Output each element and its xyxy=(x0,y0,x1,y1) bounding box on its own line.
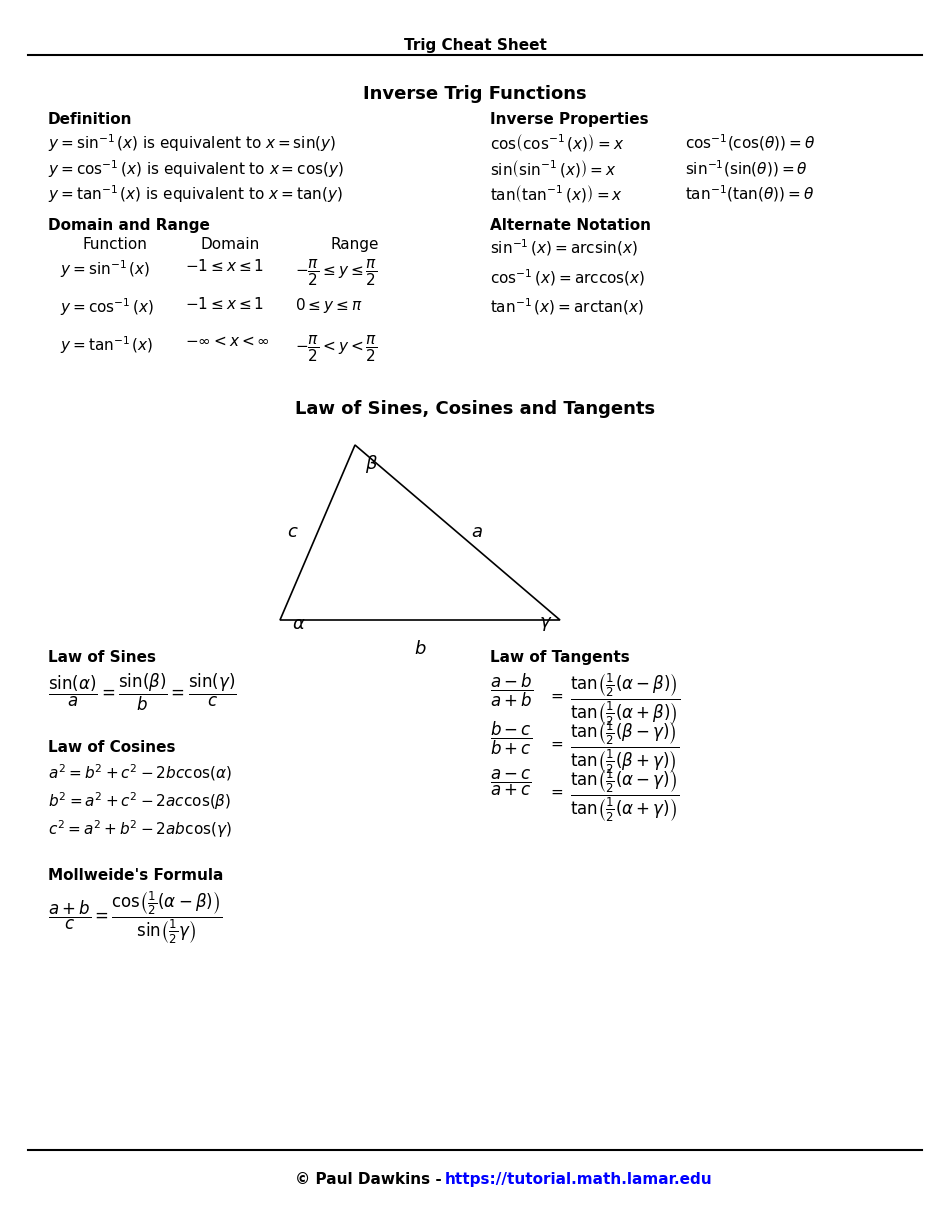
Text: Alternate Notation: Alternate Notation xyxy=(490,218,651,232)
Text: $\dfrac{\tan\!\left(\frac{1}{2}(\alpha-\beta)\right)}{\tan\!\left(\frac{1}{2}(\a: $\dfrac{\tan\!\left(\frac{1}{2}(\alpha-\… xyxy=(570,672,680,728)
Text: $y = \sin^{-1}(x)$ is equivalent to $x = \sin(y)$: $y = \sin^{-1}(x)$ is equivalent to $x =… xyxy=(48,132,336,154)
Text: $y = \cos^{-1}(x)$ is equivalent to $x = \cos(y)$: $y = \cos^{-1}(x)$ is equivalent to $x =… xyxy=(48,157,344,180)
Text: $\tan^{-1}\!\left(\tan(\theta)\right) = \theta$: $\tan^{-1}\!\left(\tan(\theta)\right) = … xyxy=(685,183,814,204)
Text: Law of Cosines: Law of Cosines xyxy=(48,740,176,755)
Text: $-1 \leq x \leq 1$: $-1 \leq x \leq 1$ xyxy=(185,296,264,312)
Text: $\cos^{-1}\!\left(\cos(\theta)\right) = \theta$: $\cos^{-1}\!\left(\cos(\theta)\right) = … xyxy=(685,132,815,153)
Text: Domain: Domain xyxy=(200,237,259,252)
Text: $-\infty < x < \infty$: $-\infty < x < \infty$ xyxy=(185,335,270,349)
Text: $a^2 = b^2 + c^2 - 2bc\cos(\alpha)$: $a^2 = b^2 + c^2 - 2bc\cos(\alpha)$ xyxy=(48,763,232,782)
Text: Trig Cheat Sheet: Trig Cheat Sheet xyxy=(404,38,546,53)
Text: $-\dfrac{\pi}{2} < y < \dfrac{\pi}{2}$: $-\dfrac{\pi}{2} < y < \dfrac{\pi}{2}$ xyxy=(295,335,377,364)
Text: $\dfrac{a-b}{a+b}$: $\dfrac{a-b}{a+b}$ xyxy=(490,672,533,710)
Text: $\dfrac{\tan\!\left(\frac{1}{2}(\beta-\gamma)\right)}{\tan\!\left(\frac{1}{2}(\b: $\dfrac{\tan\!\left(\frac{1}{2}(\beta-\g… xyxy=(570,720,679,776)
Text: Inverse Trig Functions: Inverse Trig Functions xyxy=(363,85,587,103)
Text: $\tan^{-1}(x) = \arctan(x)$: $\tan^{-1}(x) = \arctan(x)$ xyxy=(490,296,644,316)
Text: $\sin^{-1}(x) = \arcsin(x)$: $\sin^{-1}(x) = \arcsin(x)$ xyxy=(490,237,637,258)
Text: $\tan\!\left(\tan^{-1}(x)\right) = x$: $\tan\!\left(\tan^{-1}(x)\right) = x$ xyxy=(490,183,623,204)
Text: Law of Sines: Law of Sines xyxy=(48,649,156,665)
Text: $a$: $a$ xyxy=(471,523,483,541)
Text: $y = \tan^{-1}(x)$: $y = \tan^{-1}(x)$ xyxy=(60,335,154,355)
Text: $\gamma$: $\gamma$ xyxy=(539,615,552,633)
Text: $\sin\!\left(\sin^{-1}(x)\right) = x$: $\sin\!\left(\sin^{-1}(x)\right) = x$ xyxy=(490,157,617,180)
Text: $y = \tan^{-1}(x)$ is equivalent to $x = \tan(y)$: $y = \tan^{-1}(x)$ is equivalent to $x =… xyxy=(48,183,343,204)
Text: $b$: $b$ xyxy=(413,640,427,658)
Text: $\alpha$: $\alpha$ xyxy=(292,615,306,633)
Text: $c^2 = a^2 + b^2 - 2ab\cos(\gamma)$: $c^2 = a^2 + b^2 - 2ab\cos(\gamma)$ xyxy=(48,818,232,840)
Text: Definition: Definition xyxy=(48,112,132,127)
Text: $\dfrac{b-c}{b+c}$: $\dfrac{b-c}{b+c}$ xyxy=(490,720,532,758)
Text: $\sin^{-1}\!\left(\sin(\theta)\right) = \theta$: $\sin^{-1}\!\left(\sin(\theta)\right) = … xyxy=(685,157,807,178)
Text: $=$: $=$ xyxy=(548,688,564,704)
Text: $y = \cos^{-1}(x)$: $y = \cos^{-1}(x)$ xyxy=(60,296,154,317)
Text: $c$: $c$ xyxy=(287,523,299,541)
Text: $\cos\!\left(\cos^{-1}(x)\right) = x$: $\cos\!\left(\cos^{-1}(x)\right) = x$ xyxy=(490,132,624,153)
Text: $\cos^{-1}(x) = \arccos(x)$: $\cos^{-1}(x) = \arccos(x)$ xyxy=(490,267,645,288)
Text: Law of Tangents: Law of Tangents xyxy=(490,649,630,665)
Text: Function: Function xyxy=(83,237,147,252)
Text: Domain and Range: Domain and Range xyxy=(48,218,210,232)
Text: $-1 \leq x \leq 1$: $-1 \leq x \leq 1$ xyxy=(185,258,264,274)
Text: $=$: $=$ xyxy=(548,736,564,752)
Text: $b^2 = a^2 + c^2 - 2ac\cos(\beta)$: $b^2 = a^2 + c^2 - 2ac\cos(\beta)$ xyxy=(48,790,231,812)
Text: $=$: $=$ xyxy=(548,784,564,800)
Text: $-\dfrac{\pi}{2} \leq y \leq \dfrac{\pi}{2}$: $-\dfrac{\pi}{2} \leq y \leq \dfrac{\pi}… xyxy=(295,258,377,288)
Text: $\dfrac{a+b}{c} = \dfrac{\cos\!\left(\frac{1}{2}(\alpha-\beta)\right)}{\sin\!\le: $\dfrac{a+b}{c} = \dfrac{\cos\!\left(\fr… xyxy=(48,891,222,946)
Text: $\dfrac{a-c}{a+c}$: $\dfrac{a-c}{a+c}$ xyxy=(490,768,532,798)
Text: Range: Range xyxy=(331,237,379,252)
Text: https://tutorial.math.lamar.edu: https://tutorial.math.lamar.edu xyxy=(445,1172,712,1187)
Text: © Paul Dawkins -: © Paul Dawkins - xyxy=(295,1172,447,1187)
Text: $\dfrac{\tan\!\left(\frac{1}{2}(\alpha-\gamma)\right)}{\tan\!\left(\frac{1}{2}(\: $\dfrac{\tan\!\left(\frac{1}{2}(\alpha-\… xyxy=(570,768,679,824)
Text: Mollweide's Formula: Mollweide's Formula xyxy=(48,868,223,883)
Text: $\dfrac{\sin(\alpha)}{a} = \dfrac{\sin(\beta)}{b} = \dfrac{\sin(\gamma)}{c}$: $\dfrac{\sin(\alpha)}{a} = \dfrac{\sin(\… xyxy=(48,672,237,713)
Text: $0 \leq y \leq \pi$: $0 \leq y \leq \pi$ xyxy=(295,296,363,315)
Text: Inverse Properties: Inverse Properties xyxy=(490,112,649,127)
Text: $y = \sin^{-1}(x)$: $y = \sin^{-1}(x)$ xyxy=(60,258,150,279)
Text: $\beta$: $\beta$ xyxy=(365,453,378,475)
Text: Law of Sines, Cosines and Tangents: Law of Sines, Cosines and Tangents xyxy=(294,400,656,418)
